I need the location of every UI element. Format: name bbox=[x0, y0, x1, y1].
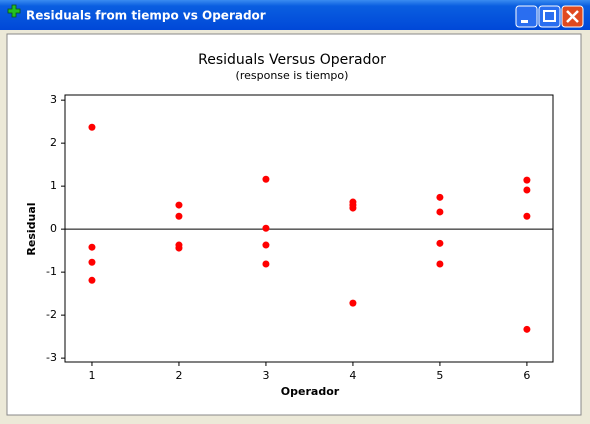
window-icon bbox=[7, 4, 21, 18]
point bbox=[436, 193, 444, 201]
x-tick-label: 3 bbox=[262, 369, 269, 382]
maximize-button[interactable] bbox=[538, 5, 561, 28]
point bbox=[436, 260, 444, 268]
point bbox=[88, 276, 96, 284]
x-tick-label: 6 bbox=[523, 369, 530, 382]
y-axis-label: Residual bbox=[25, 202, 38, 255]
x-tick-label: 4 bbox=[349, 369, 356, 382]
plot-frame bbox=[64, 94, 554, 363]
point bbox=[262, 224, 270, 232]
point bbox=[349, 204, 357, 212]
y-tick-label: -3 bbox=[46, 351, 57, 364]
x-tick-label: 2 bbox=[175, 369, 182, 382]
point bbox=[523, 212, 531, 220]
point bbox=[175, 244, 183, 252]
y-tick-label: -2 bbox=[46, 308, 57, 321]
minimize-button[interactable] bbox=[515, 5, 538, 28]
point bbox=[523, 325, 531, 333]
y-tick-label: 1 bbox=[50, 179, 57, 192]
y-tick-label: 3 bbox=[50, 93, 57, 106]
x-axis-label: Operador bbox=[281, 385, 340, 398]
point bbox=[262, 241, 270, 249]
x-tick-label: 5 bbox=[436, 369, 443, 382]
title-bar bbox=[0, 0, 590, 30]
point bbox=[262, 260, 270, 268]
point bbox=[523, 186, 531, 194]
chart-subtitle: (response is tiempo) bbox=[236, 69, 349, 82]
y-tick-label: -1 bbox=[46, 265, 57, 278]
y-tick-label: 2 bbox=[50, 136, 57, 149]
close-button[interactable] bbox=[561, 5, 584, 28]
point bbox=[436, 208, 444, 216]
x-tick-label: 1 bbox=[88, 369, 95, 382]
point bbox=[175, 212, 183, 220]
point bbox=[88, 243, 96, 251]
chart-area bbox=[6, 33, 582, 416]
point bbox=[88, 123, 96, 131]
point bbox=[523, 176, 531, 184]
point bbox=[88, 258, 96, 266]
window-title: Residuals from tiempo vs Operador bbox=[26, 9, 266, 23]
point bbox=[436, 239, 444, 247]
point bbox=[262, 175, 270, 183]
point bbox=[175, 201, 183, 209]
point bbox=[349, 299, 357, 307]
y-tick-label: 0 bbox=[50, 222, 57, 235]
chart-title: Residuals Versus Operador bbox=[198, 52, 386, 68]
